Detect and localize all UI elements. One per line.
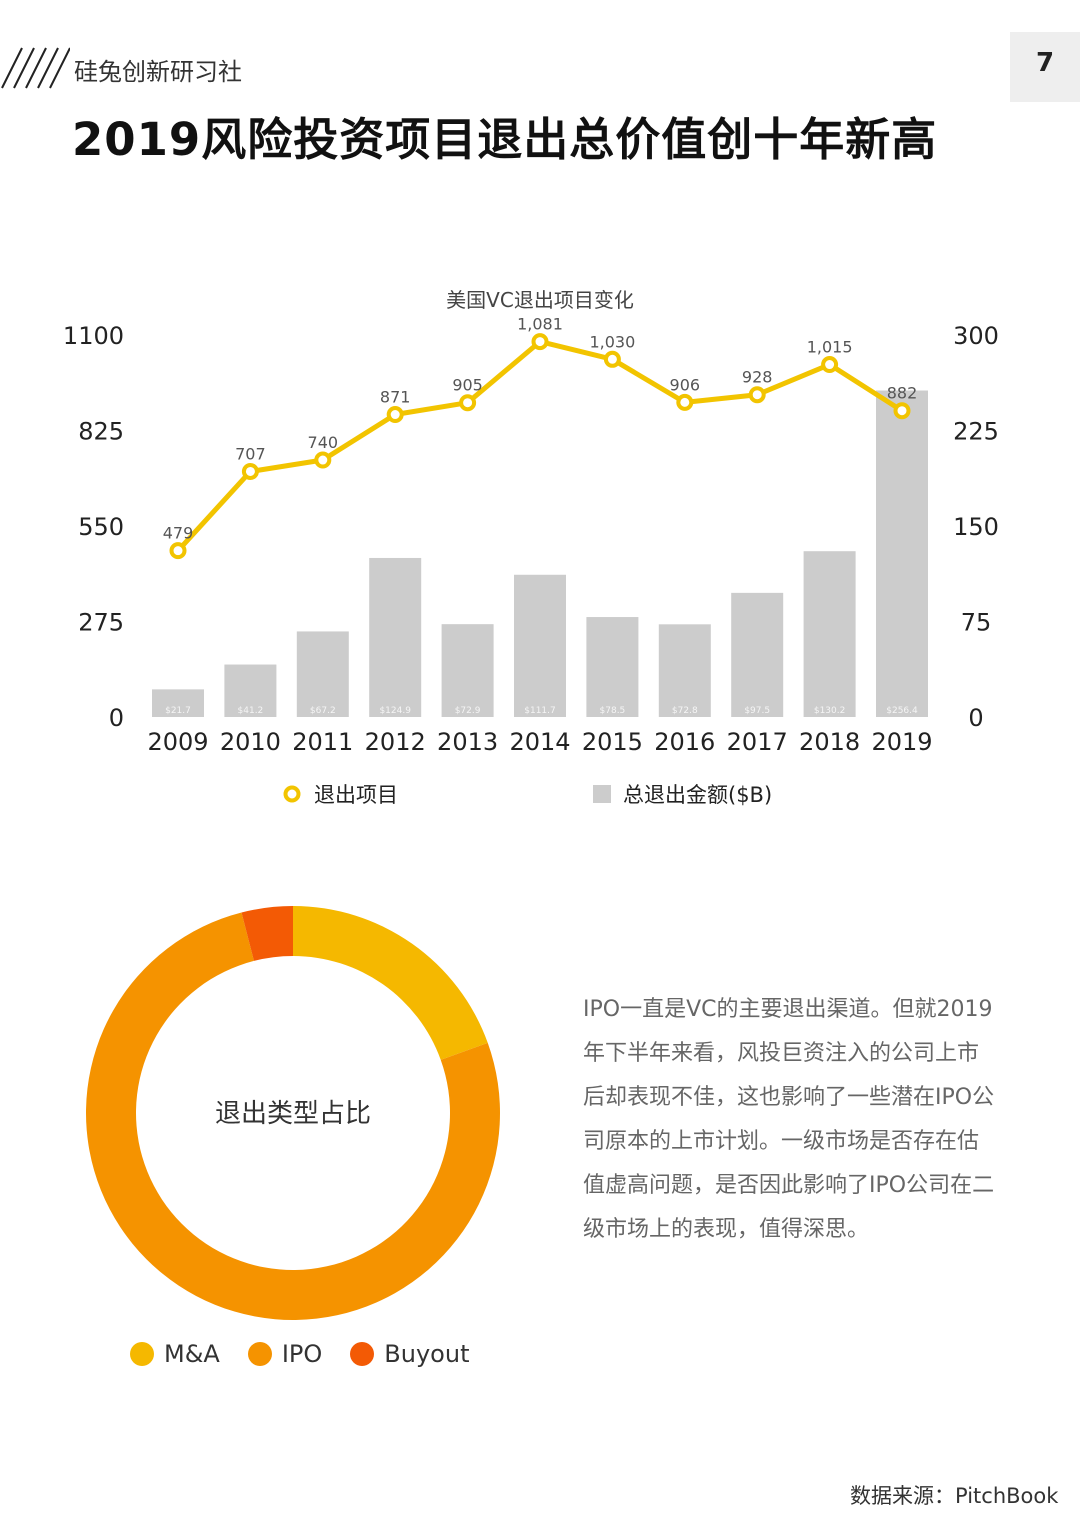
exit-value-bar: [586, 617, 639, 717]
legend-ma: M&A: [130, 1340, 220, 1368]
bar-value-label: $78.5: [600, 706, 626, 716]
page-number: 7: [1010, 32, 1080, 102]
x-year-label: 2016: [654, 728, 715, 756]
donut-slice: [293, 906, 488, 1060]
vc-exit-chart: 美国VC退出项目变化 0 275 550 825 1100 0 75 150 225 300 $…: [63, 288, 999, 807]
chart-title: 美国VC退出项目变化: [446, 288, 634, 312]
x-year-label: 2019: [871, 728, 932, 756]
x-year-label: 2010: [220, 728, 281, 756]
bar-value-label: $97.5: [744, 706, 770, 716]
ma-dot-icon: [130, 1342, 154, 1366]
x-year-label: 2014: [509, 728, 570, 756]
x-year-label: 2015: [582, 728, 643, 756]
exit-count-label: 1,081: [517, 315, 563, 334]
svg-text:退出项目: 退出项目: [314, 783, 398, 807]
x-year-label: 2017: [727, 728, 788, 756]
exit-count-label: 1,015: [807, 338, 853, 357]
donut-slice: [241, 906, 293, 961]
decorative-stripes-icon: [1, 47, 70, 89]
page-title: 2019风险投资项目退出总价值创十年新高: [72, 113, 938, 166]
bar-value-label: $67.2: [310, 706, 336, 716]
exit-value-bar: [876, 390, 928, 717]
ipo-dot-icon: [247, 1342, 272, 1366]
y-right-tick: 150: [953, 513, 999, 541]
bar-value-label: $111.7: [524, 706, 556, 716]
exit-count-point: [531, 333, 549, 351]
y-right-tick: 75: [961, 609, 992, 637]
exit-count-label: 882: [887, 384, 918, 403]
exit-value-bar: [296, 631, 349, 717]
y-left-tick: 825: [78, 418, 124, 446]
x-year-label: 2009: [147, 728, 208, 756]
x-year-label: 2011: [292, 728, 353, 756]
donut-legend: M&A IPO Buyout: [130, 1340, 469, 1368]
x-year-label: 2018: [799, 728, 860, 756]
bar-value-label: $256.4: [886, 706, 918, 716]
y-right-tick: 225: [953, 418, 999, 446]
legend-exit-count: 退出项目: [283, 783, 398, 807]
exit-count-point: [893, 402, 911, 420]
legend-ipo: IPO: [247, 1340, 322, 1368]
bar-value-label: $72.9: [455, 706, 481, 716]
exit-count-label: 905: [452, 376, 483, 395]
exit-count-label: 1,030: [589, 332, 635, 351]
body-paragraph: IPO一直是VC的主要退出渠道。但就2019年下半年来看，风投巨资注入的公司上市…: [583, 997, 995, 1242]
buyout-dot-icon: [350, 1342, 375, 1366]
bar-value-label: $72.8: [672, 706, 698, 716]
exit-count-label: 928: [742, 368, 773, 387]
exit-count-label: 871: [380, 388, 411, 407]
exit-count-point: [169, 542, 187, 560]
bar-value-label: $124.9: [379, 706, 411, 716]
exit-value-bar: [152, 689, 204, 717]
legend-exit-value: 总退出金额($B): [593, 783, 772, 807]
exit-count-point: [241, 462, 259, 480]
exit-value-bar: [224, 664, 277, 717]
exit-count-label: 479: [163, 524, 194, 543]
exit-count-point: [459, 394, 477, 412]
donut-center-label: 退出类型占比: [215, 1099, 371, 1129]
exit-count-point: [676, 393, 694, 411]
y-right-tick: 300: [953, 322, 999, 350]
y-right-tick: 0: [968, 704, 983, 732]
x-year-label: 2012: [365, 728, 426, 756]
x-year-label: 2013: [437, 728, 498, 756]
exit-value-bar: [803, 551, 856, 717]
exit-count-line: [176, 339, 904, 553]
exit-count-label: 740: [308, 433, 339, 452]
brand-name: 硅兔创新研习社: [74, 58, 242, 86]
exit-count-point: [386, 406, 404, 424]
bar-value-label: $130.2: [814, 706, 846, 716]
exit-value-bar: [731, 592, 784, 717]
exit-value-bar: [658, 624, 711, 717]
y-left-tick: 275: [78, 609, 124, 637]
svg-text:总退出金额($B): 总退出金额($B): [623, 783, 772, 807]
legend-buyout: Buyout: [350, 1340, 469, 1368]
bar-value-label: $41.2: [238, 706, 264, 716]
exit-count-label: 906: [670, 375, 701, 394]
y-left-tick: 550: [78, 513, 124, 541]
data-source: 数据来源：PitchBook: [850, 1484, 1059, 1508]
exit-value-bar: [514, 574, 566, 717]
exit-count-point: [603, 350, 621, 368]
exit-count-label: 707: [235, 444, 266, 463]
bar-value-label: $21.7: [165, 706, 191, 716]
exit-value-bar: [369, 557, 422, 717]
exit-type-donut: 退出类型占比: [86, 906, 500, 1320]
y-left-tick: 0: [109, 704, 124, 732]
exit-value-bar: [441, 624, 494, 717]
exit-count-point: [748, 386, 766, 404]
y-left-tick: 1100: [63, 322, 124, 350]
exit-count-point: [314, 451, 332, 469]
exit-count-point: [821, 356, 839, 374]
